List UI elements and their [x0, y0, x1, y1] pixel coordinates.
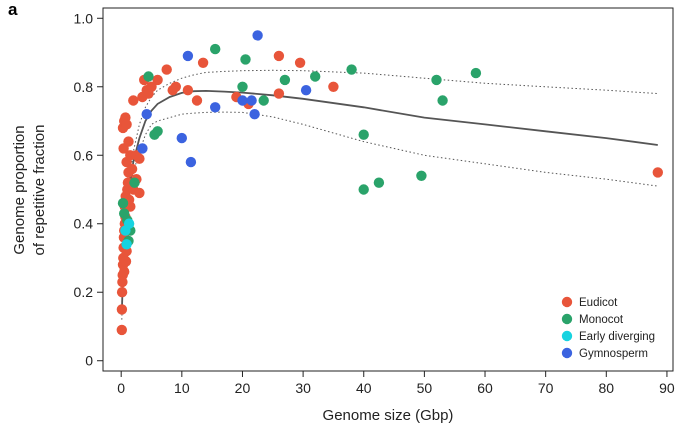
y-tick-label: 0.6	[74, 147, 94, 163]
eudicot-point	[134, 187, 145, 199]
eudicot-point	[126, 163, 138, 175]
early-diverging-point	[123, 218, 135, 229]
monocot-point	[279, 74, 291, 86]
y-axis-ticks: 0 0.2 0.4 0.6 0.8 1.0	[74, 10, 103, 369]
gymnosperm-point	[210, 102, 221, 113]
legend-marker-gymnosperm	[561, 347, 573, 359]
monocot-point	[470, 67, 482, 79]
eudicot-point	[128, 95, 139, 106]
data-points	[116, 30, 663, 336]
monocot-point	[431, 74, 442, 86]
legend-label-early-diverging: Early diverging	[579, 331, 655, 343]
eudicot-point	[116, 287, 128, 298]
eudicot-point	[116, 324, 128, 336]
eudicot-point	[152, 74, 163, 86]
gymnosperm-point	[182, 50, 194, 62]
legend-label-monocot: Monocot	[579, 314, 624, 326]
eudicot-point	[191, 95, 203, 106]
legend-label-eudicot: Eudicot	[579, 297, 618, 309]
y-tick-label: 0	[85, 353, 93, 369]
fit-curves	[120, 69, 658, 320]
x-tick-label: 40	[356, 380, 372, 396]
legend-marker-eudicot	[561, 296, 573, 308]
legend: Eudicot Monocot Early diverging Gymnosperm	[561, 296, 655, 360]
plot-frame	[102, 7, 674, 372]
ci-lower-line	[121, 111, 658, 320]
x-tick-label: 20	[235, 380, 251, 396]
monocot-point	[358, 129, 369, 140]
eudicot-point	[197, 57, 209, 68]
monocot-point	[346, 64, 357, 75]
legend-marker-early-diverging	[561, 330, 573, 342]
eudicot-point	[121, 119, 132, 130]
monocot-point	[373, 177, 385, 188]
eudicot-point	[652, 167, 663, 178]
eudicot-point	[328, 81, 339, 93]
gymnosperm-point	[249, 109, 260, 120]
eudicot-point	[273, 88, 285, 99]
eudicot-point	[119, 266, 130, 277]
monocot-point	[416, 170, 427, 181]
gymnosperm-point	[300, 85, 312, 96]
eudicot-point	[182, 85, 194, 96]
eudicot-point	[118, 143, 129, 154]
ci-upper-line	[121, 69, 658, 306]
x-tick-label: 0	[117, 380, 125, 396]
gymnosperm-point	[185, 156, 197, 168]
eudicot-point	[161, 64, 172, 75]
gymnosperm-point	[252, 30, 263, 41]
x-tick-label: 60	[477, 380, 493, 396]
eudicot-point	[170, 81, 181, 93]
gymnosperm-point	[176, 132, 187, 144]
y-axis-title-line-1: Genome proportion	[11, 125, 28, 254]
x-tick-label: 50	[417, 380, 433, 396]
eudicot-point	[116, 304, 128, 315]
y-tick-label: 0.4	[74, 216, 94, 232]
legend-label-gymnosperm: Gymnosperm	[579, 348, 648, 360]
monocot-point	[117, 198, 129, 209]
monocot-point	[210, 43, 221, 55]
monocot-point	[143, 71, 154, 82]
monocot-point	[237, 81, 248, 93]
y-tick-label: 1.0	[74, 10, 94, 26]
gymnosperm-point	[137, 143, 148, 154]
eudicot-point	[146, 81, 157, 93]
gymnosperm-point	[141, 109, 152, 120]
eudicot-point	[273, 50, 285, 62]
legend-marker-monocot	[561, 313, 573, 325]
monocot-point	[358, 184, 369, 195]
y-tick-label: 0.2	[74, 284, 94, 300]
y-tick-label: 0.8	[74, 79, 94, 95]
early-diverging-point	[121, 239, 132, 250]
monocot-point	[240, 54, 251, 65]
eudicot-point	[294, 57, 306, 68]
x-axis-ticks: 0 10 20 30 40 50 60 70 80 90	[117, 371, 675, 396]
monocot-point	[129, 177, 140, 188]
x-tick-label: 30	[295, 380, 311, 396]
gymnosperm-point	[246, 95, 257, 106]
eudicot-point	[120, 256, 132, 267]
x-tick-label: 10	[174, 380, 190, 396]
y-axis-title-line-2: of repetitive fraction	[31, 125, 48, 256]
eudicot-point	[134, 153, 145, 164]
x-tick-label: 80	[599, 380, 615, 396]
monocot-point	[258, 95, 269, 106]
monocot-point	[310, 71, 321, 82]
monocot-point	[437, 95, 448, 106]
panel-label: a	[8, 0, 18, 19]
fit-line	[120, 89, 658, 313]
gymnosperm-point	[237, 95, 248, 106]
x-axis-title: Genome size (Gbp)	[323, 407, 454, 424]
monocot-point	[152, 126, 163, 137]
x-tick-label: 70	[538, 380, 554, 396]
x-tick-label: 90	[659, 380, 675, 396]
